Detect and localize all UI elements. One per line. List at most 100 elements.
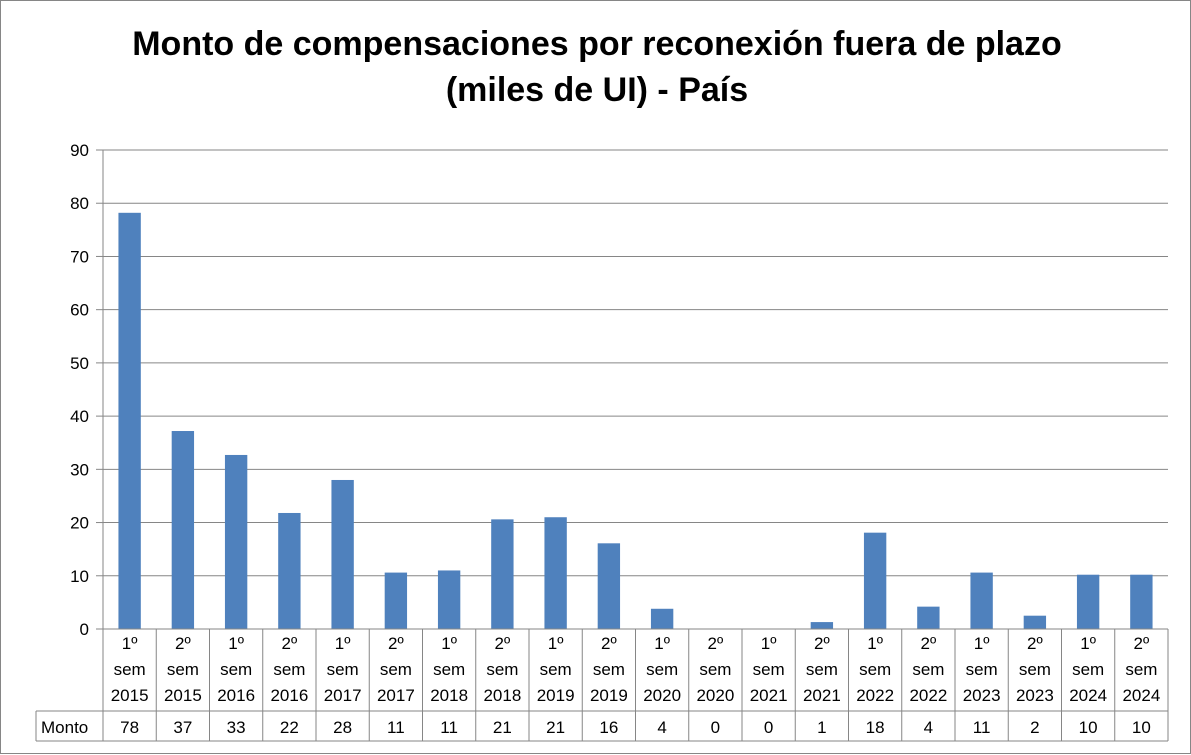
bar <box>384 572 408 629</box>
data-value-label: 4 <box>657 718 666 737</box>
category-label: 2º <box>388 634 404 653</box>
y-tick-label: 20 <box>70 514 89 533</box>
category-label: 2016 <box>270 686 308 705</box>
data-value-label: 18 <box>866 718 885 737</box>
data-value-label: 4 <box>924 718 933 737</box>
category-label: 2022 <box>909 686 947 705</box>
category-label: sem <box>273 660 305 679</box>
data-value-label: 10 <box>1079 718 1098 737</box>
category-label: 2024 <box>1122 686 1160 705</box>
category-label: 2015 <box>164 686 202 705</box>
category-label: sem <box>220 660 252 679</box>
data-table: 1ºsem20152ºsem20151ºsem20162ºsem20161ºse… <box>35 628 1169 742</box>
category-label: 1º <box>974 634 990 653</box>
chart-title-line-1: Monto de compensaciones por reconexión f… <box>132 25 1062 63</box>
chart-title: Monto de compensaciones por reconexión f… <box>132 25 1062 109</box>
bar <box>118 212 141 629</box>
y-tick-label: 40 <box>70 407 89 426</box>
y-tick-label: 70 <box>70 247 89 266</box>
category-label: 1º <box>867 634 883 653</box>
category-label: 2º <box>495 634 511 653</box>
category-label: sem <box>912 660 944 679</box>
y-tick-label: 80 <box>70 194 89 213</box>
category-label: 2º <box>282 634 298 653</box>
data-value-label: 28 <box>333 718 352 737</box>
bar <box>1076 574 1100 629</box>
data-value-label: 1 <box>817 718 826 737</box>
y-tick-label: 10 <box>70 567 89 586</box>
category-label: sem <box>167 660 199 679</box>
data-value-label: 11 <box>440 718 458 737</box>
data-value-label: 11 <box>387 718 405 737</box>
category-label: 2020 <box>643 686 681 705</box>
data-value-label: 16 <box>599 718 618 737</box>
category-label: 2017 <box>377 686 415 705</box>
bar <box>278 512 301 629</box>
bar <box>970 572 993 629</box>
category-label: 2020 <box>696 686 734 705</box>
y-tick-label: 0 <box>80 620 89 639</box>
category-label: 2º <box>1134 634 1150 653</box>
category-label: sem <box>1125 660 1157 679</box>
data-value-label: 78 <box>120 718 139 737</box>
y-tick-label: 30 <box>70 460 89 479</box>
category-label: sem <box>327 660 359 679</box>
data-value-label: 0 <box>711 718 720 737</box>
category-label: 1º <box>122 634 138 653</box>
data-value-label: 37 <box>173 718 192 737</box>
data-value-label: 22 <box>280 718 299 737</box>
category-label: sem <box>593 660 625 679</box>
bar <box>544 517 567 629</box>
category-label: 2016 <box>217 686 255 705</box>
category-label: sem <box>486 660 518 679</box>
category-label: 2019 <box>590 686 628 705</box>
category-label: 2º <box>175 634 191 653</box>
category-label: sem <box>646 660 678 679</box>
bar <box>597 543 621 629</box>
category-label: sem <box>114 660 146 679</box>
y-tick-label: 90 <box>70 141 89 160</box>
category-label: sem <box>806 660 838 679</box>
category-label: 2º <box>921 634 937 653</box>
category-label: 2º <box>601 634 617 653</box>
category-label: 1º <box>654 634 670 653</box>
category-label: 2023 <box>1016 686 1054 705</box>
bar <box>491 519 514 629</box>
gridlines <box>96 149 1168 630</box>
category-label: 1º <box>441 634 457 653</box>
data-value-label: 21 <box>493 718 512 737</box>
category-label: sem <box>966 660 998 679</box>
bar <box>650 608 674 629</box>
data-value-label: 0 <box>764 718 773 737</box>
bar <box>437 570 461 629</box>
category-label: 1º <box>761 634 777 653</box>
category-label: 1º <box>548 634 564 653</box>
bar <box>224 454 248 629</box>
category-label: 1º <box>335 634 351 653</box>
bar <box>1130 574 1153 629</box>
category-label: 1º <box>228 634 244 653</box>
series-name-label: Monto <box>41 718 88 737</box>
category-label: 2º <box>708 634 724 653</box>
category-label: sem <box>380 660 412 679</box>
category-label: sem <box>540 660 572 679</box>
category-label: sem <box>699 660 731 679</box>
category-label: sem <box>753 660 785 679</box>
category-label: 2018 <box>483 686 521 705</box>
data-value-label: 2 <box>1030 718 1039 737</box>
data-value-label: 33 <box>227 718 246 737</box>
bars <box>118 212 1153 629</box>
data-value-label: 11 <box>973 718 991 737</box>
category-label: 2015 <box>111 686 149 705</box>
y-tick-label: 60 <box>70 301 89 320</box>
chart-title-line-2: (miles de UI) - País <box>446 71 748 109</box>
category-label: 2024 <box>1069 686 1107 705</box>
category-label: 2021 <box>803 686 841 705</box>
category-label: 2023 <box>963 686 1001 705</box>
y-axis-ticks: 0 10 20 30 40 50 60 70 80 90 <box>70 141 89 639</box>
bar <box>863 532 887 629</box>
category-label: sem <box>433 660 465 679</box>
category-label: 1º <box>1080 634 1096 653</box>
